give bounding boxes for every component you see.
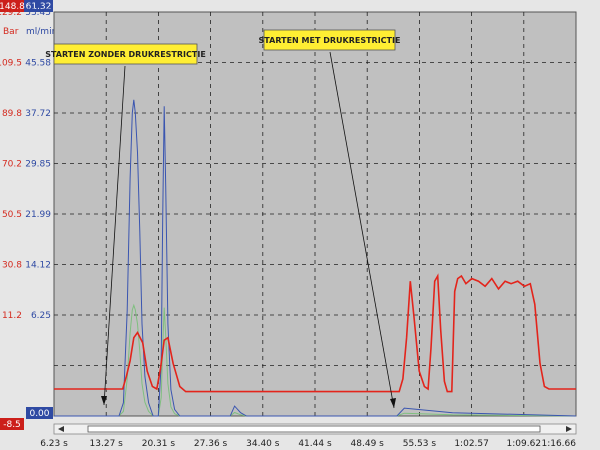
x-axis-labels: 6.23 s 13.27 s 20.31 s 27.36 s 34.40 s 41.44 …: [40, 439, 576, 449]
pressure-unit-label: Bar: [3, 27, 19, 37]
pressure-tick-label: 129.2: [0, 8, 22, 18]
flow-tick-label: 21.99: [25, 210, 51, 220]
annotation-right: [263, 29, 396, 51]
x-tick-label: 34.40 s: [246, 439, 280, 449]
x-tick-label: 13.27 s: [90, 439, 124, 449]
x-tick-label: 1:09.62: [507, 439, 542, 449]
pressure-tick-label: 50.5: [2, 210, 22, 220]
x-tick-label: 20.31 s: [142, 439, 176, 449]
pressure-max-box: [0, 0, 24, 12]
y-axis-labels: 129.2 109.5 89.8 70.2 50.5 30.8 11.2 53.45 45.58…: [0, 8, 51, 321]
flow-zero-box: [26, 407, 53, 419]
flow-tick-label: 14.12: [25, 261, 51, 271]
annotation-right-arrowhead: [390, 398, 396, 408]
pressure-tick-label: 70.2: [2, 160, 22, 170]
flow-tick-label: 45.58: [25, 59, 51, 69]
axis-panel: [0, 0, 54, 432]
x-tick-label: 41.44 s: [298, 439, 332, 449]
x-tick-label: 48.49 s: [351, 439, 385, 449]
flow-detail-trace: [54, 303, 577, 417]
x-tick-label: 1:16.66: [541, 439, 576, 449]
x-tick-label: 27.36 s: [194, 439, 228, 449]
annotation-right-text: STARTEN MET DRUKRESTRICTIE: [259, 36, 401, 45]
flow-tick-label: 53.45: [25, 8, 51, 18]
flow-tick-label: 29.85: [25, 160, 51, 170]
flow-max-label: 61.32: [26, 2, 52, 12]
x-tick-label: 1:02.57: [454, 439, 489, 449]
pressure-trace: [54, 273, 576, 393]
flow-zero-label: 0.00: [29, 409, 49, 419]
pressure-tick-label: 30.8: [2, 261, 22, 271]
pressure-tick-label: 89.8: [2, 109, 22, 119]
annotation-left: [53, 43, 198, 65]
scroll-left-arrow-icon[interactable]: [58, 426, 64, 432]
annotation-left-text: STARTEN ZONDER DRUKRESTRICTIE: [45, 50, 206, 59]
x-tick-label: 55.53 s: [403, 439, 437, 449]
pressure-max-label: 148.8: [0, 2, 25, 12]
pressure-tick-label: 11.2: [2, 311, 22, 321]
flow-unit-label: ml/min: [26, 27, 57, 37]
annotation-right-pointer: [329, 51, 395, 409]
annotation-left-arrowhead: [101, 396, 107, 405]
pressure-tick-label: 109.5: [0, 59, 22, 69]
gridlines: [54, 12, 576, 416]
pressure-min-label: -8.5: [3, 420, 21, 430]
flow-tick-label: 37.72: [25, 109, 51, 119]
pressure-min-box: [0, 418, 24, 430]
annotation-left-pointer: [103, 65, 126, 406]
scroll-right-arrow-icon[interactable]: [566, 426, 572, 432]
scrollbar-thumb[interactable]: [87, 425, 541, 433]
x-tick-label: 6.23 s: [40, 439, 68, 449]
flow-max-box: [24, 0, 53, 12]
flow-tick-label: 6.25: [31, 311, 51, 321]
